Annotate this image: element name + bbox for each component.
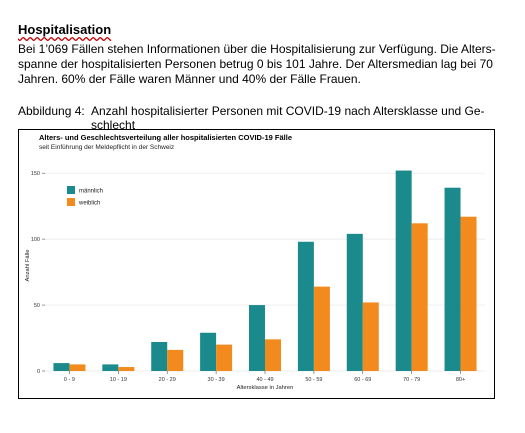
x-tick-label: 30 - 39 [208,377,225,383]
y-tick-label: 0 [37,369,40,375]
bar-female [69,364,86,371]
bar-male [200,332,217,371]
section-heading: Hospitalisation [18,22,112,37]
caption-label: Abbildung 4: [18,104,85,118]
legend-swatch [67,186,75,194]
x-tick-label: 50 - 59 [305,377,322,383]
bar-female [265,339,281,371]
intro-paragraph: Bei 1’069 Fällen stehen Informationen üb… [18,42,496,86]
y-axis-label: Anzahl Fälle [25,250,31,282]
bar-male [297,241,314,371]
x-tick-label: 60 - 69 [354,377,371,383]
y-tick-label: 150 [31,171,40,177]
legend-label: weiblich [78,201,100,207]
bar-chart: 0 50 100 150 0 - 9 10 - 19 20 - 29 30 - 39 40 - … [25,170,485,391]
y-tick-label: 100 [31,237,40,243]
x-axis-label: Altersklasse in Jahren [237,385,294,391]
bar-female [460,216,477,371]
bar-male [346,233,363,371]
legend-swatch [67,198,75,206]
bar-male [444,187,461,371]
x-tick-label: 10 - 19 [110,377,127,383]
bar-female [167,349,184,371]
chart-figure: Alters- und Geschlechtsverteilung aller … [18,129,495,399]
caption-text: Anzahl hospitalisierter Personen mit COV… [91,104,485,132]
bar-male [102,364,119,371]
x-tick-label: 70 - 79 [403,377,420,383]
bar-male [249,305,265,371]
bar-female [313,286,330,371]
bar-male [53,363,70,371]
bar-male [395,170,412,371]
chart-subtitle: seit Einführung der Meldepflicht in der … [39,144,175,151]
y-tick-label: 50 [34,303,40,309]
bar-male [151,341,168,371]
x-tick-label: 20 - 29 [159,377,176,383]
chart-title: Alters- und Geschlechtsverteilung aller … [39,133,292,142]
bar-female [411,223,428,371]
x-tick-label: 0 - 9 [64,377,75,383]
x-tick-label: 40 - 49 [256,377,273,383]
bar-female [216,344,233,371]
bar-female [118,367,135,371]
x-tick-label: 80+ [456,377,465,383]
bar-female [362,302,379,371]
legend-label: männlich [79,189,103,195]
